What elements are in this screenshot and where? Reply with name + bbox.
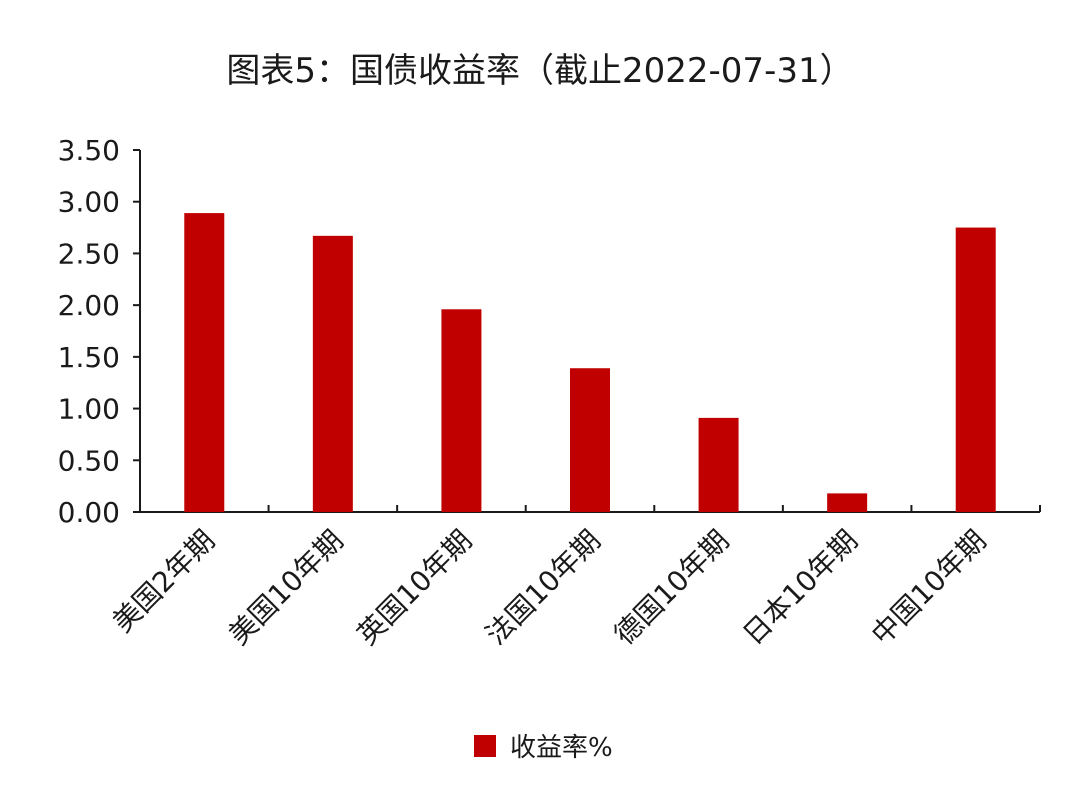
- y-tick-label: 2.50: [58, 237, 120, 270]
- y-tick-label: 3.00: [58, 186, 120, 219]
- x-category-label: 美国10年期: [222, 524, 350, 652]
- bar: [312, 235, 353, 513]
- legend-label: 收益率%: [510, 733, 613, 763]
- bar: [698, 417, 739, 512]
- chart-title: 图表5：国债收益率（截止2022-07-31）: [226, 51, 853, 91]
- legend-swatch: [474, 735, 496, 757]
- y-tick-label: 1.50: [58, 341, 120, 374]
- y-axis: 0.00 0.50 1.00 1.50 2.00 2.50 3.00 3.50: [58, 134, 141, 529]
- y-tick-label: 2.00: [58, 289, 120, 322]
- x-category-label: 英国10年期: [351, 524, 479, 652]
- bar: [570, 368, 610, 512]
- x-category-label: 法国10年期: [479, 524, 607, 652]
- category-labels: 美国2年期 美国10年期 英国10年期 法国10年期 德国10年期 日本10年期 中国10年…: [106, 524, 993, 652]
- bar: [184, 213, 225, 512]
- x-category-label: 德国10年期: [608, 524, 736, 652]
- x-category-label: 日本10年期: [736, 524, 864, 652]
- y-tick-label: 0.00: [58, 496, 120, 529]
- bar: [827, 493, 868, 512]
- y-tick-label: 0.50: [58, 444, 120, 477]
- bar: [955, 227, 996, 513]
- y-tick-label: 1.00: [58, 393, 120, 426]
- bar: [441, 309, 482, 512]
- x-category-label: 中国10年期: [865, 524, 993, 652]
- y-tick-label: 3.50: [58, 134, 120, 167]
- legend: 收益率%: [474, 733, 613, 763]
- x-category-label: 美国2年期: [106, 524, 221, 639]
- bars: [184, 213, 996, 513]
